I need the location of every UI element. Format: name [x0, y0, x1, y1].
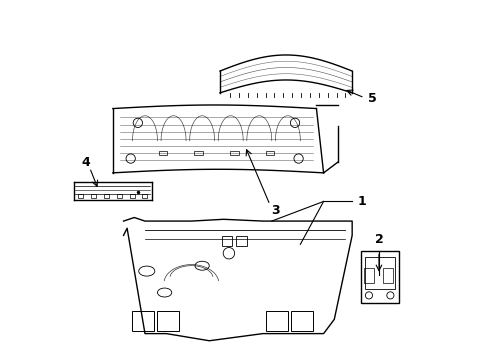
- Bar: [230, 151, 239, 156]
- Bar: [292, 311, 313, 331]
- Bar: [364, 267, 374, 283]
- Bar: [383, 267, 392, 283]
- Bar: [78, 194, 83, 198]
- Bar: [194, 151, 203, 156]
- Bar: [365, 257, 395, 289]
- Bar: [236, 236, 247, 246]
- Bar: [104, 194, 109, 198]
- Text: 4: 4: [82, 156, 91, 169]
- Bar: [143, 194, 147, 198]
- Bar: [130, 194, 135, 198]
- Text: 2: 2: [374, 233, 383, 246]
- Bar: [266, 151, 274, 156]
- Text: 3: 3: [271, 204, 280, 217]
- Bar: [117, 194, 122, 198]
- Bar: [267, 311, 288, 331]
- Bar: [222, 236, 232, 246]
- Bar: [361, 251, 398, 303]
- Bar: [157, 311, 179, 331]
- Text: 5: 5: [368, 92, 377, 105]
- Bar: [159, 151, 167, 156]
- Bar: [91, 194, 96, 198]
- Bar: [132, 311, 154, 331]
- Text: 1: 1: [358, 195, 366, 208]
